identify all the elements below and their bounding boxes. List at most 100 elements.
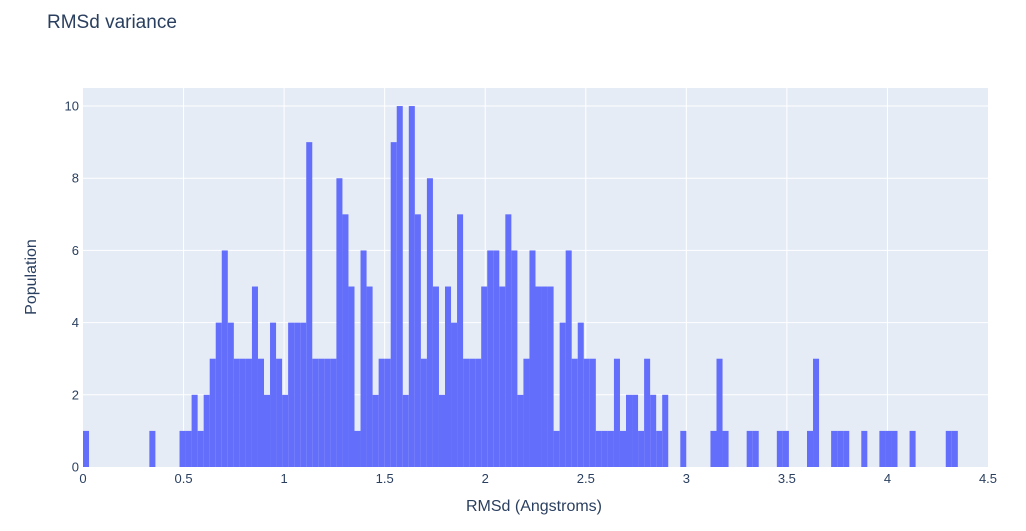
histogram-bar[interactable] [185,430,192,467]
histogram-bar[interactable] [276,358,283,467]
histogram-bar[interactable] [951,430,958,467]
histogram-bar[interactable] [595,430,602,467]
histogram-bar[interactable] [282,394,289,467]
histogram-bar[interactable] [408,106,415,468]
histogram-bar[interactable] [891,430,898,467]
histogram-bar[interactable] [650,394,657,467]
histogram-bar[interactable] [463,358,470,467]
histogram-bar[interactable] [601,430,608,467]
histogram-bar[interactable] [390,142,397,467]
histogram-bar[interactable] [227,322,234,467]
histogram-bar[interactable] [619,430,626,467]
histogram-bar[interactable] [626,394,633,467]
histogram-bar[interactable] [523,358,530,467]
histogram-bar[interactable] [589,358,596,467]
histogram-bar[interactable] [710,430,717,467]
histogram-bar[interactable] [366,286,373,467]
histogram-bar[interactable] [541,286,548,467]
histogram-bar[interactable] [191,394,198,467]
histogram-bar[interactable] [257,358,264,467]
histogram-bar[interactable] [354,430,361,467]
histogram-bar[interactable] [402,394,409,467]
histogram-bar[interactable] [233,358,240,467]
histogram-bar[interactable] [945,430,952,467]
histogram-bar[interactable] [294,322,301,467]
histogram-bar[interactable] [644,358,651,467]
histogram-bar[interactable] [475,358,482,467]
histogram-bar[interactable] [306,142,313,467]
histogram-bar[interactable] [288,322,295,467]
histogram-bar[interactable] [445,286,452,467]
histogram-bar[interactable] [300,322,307,467]
histogram-bar[interactable] [270,322,277,467]
histogram-bar[interactable] [372,394,379,467]
histogram-bar[interactable] [511,250,518,467]
histogram-bar[interactable] [457,214,464,467]
histogram-bar[interactable] [312,358,319,467]
histogram-bar[interactable] [843,430,850,467]
histogram-bar[interactable] [215,322,222,467]
histogram-bar[interactable] [680,430,687,467]
histogram-bar[interactable] [553,430,560,467]
histogram-bar[interactable] [559,322,566,467]
histogram-bar[interactable] [318,358,325,467]
histogram-bar[interactable] [807,430,814,467]
histogram-bar[interactable] [577,322,584,467]
histogram-bar[interactable] [571,358,578,467]
histogram-bar[interactable] [221,250,228,467]
histogram-bar[interactable] [469,358,476,467]
histogram-bar[interactable] [324,358,331,467]
histogram-bar[interactable] [83,430,90,467]
histogram-bar[interactable] [837,430,844,467]
histogram-bar[interactable] [782,430,789,467]
histogram-bar[interactable] [251,286,258,467]
histogram-bar[interactable] [414,214,421,467]
histogram-bar[interactable] [885,430,892,467]
histogram-bar[interactable] [529,250,536,467]
histogram-bar[interactable] [384,358,391,467]
histogram-bar[interactable] [438,394,445,467]
histogram-bar[interactable] [831,430,838,467]
histogram-bar[interactable] [420,358,427,467]
histogram-bar[interactable] [493,250,500,467]
histogram-bar[interactable] [209,358,216,467]
histogram-bar[interactable] [432,286,439,467]
histogram-bar[interactable] [336,178,343,467]
histogram-bar[interactable] [583,358,590,467]
histogram-bar[interactable] [197,430,204,467]
histogram-bar[interactable] [203,394,210,467]
histogram-bar[interactable] [360,250,367,467]
histogram-bar[interactable] [330,358,337,467]
histogram-bar[interactable] [264,394,271,467]
histogram-bar[interactable] [505,214,512,467]
histogram-bar[interactable] [752,430,759,467]
histogram-bar[interactable] [776,430,783,467]
histogram-bar[interactable] [722,430,729,467]
histogram-bar[interactable] [348,286,355,467]
histogram-bar[interactable] [632,394,639,467]
histogram-bar[interactable] [535,286,542,467]
histogram-bar[interactable] [656,430,663,467]
histogram-bar[interactable] [547,286,554,467]
histogram-bar[interactable] [426,178,433,467]
histogram-bar[interactable] [517,394,524,467]
histogram-bar[interactable] [813,358,820,467]
histogram-bar[interactable] [607,430,614,467]
histogram-bar[interactable] [613,358,620,467]
histogram-bar[interactable] [342,214,349,467]
histogram-bar[interactable] [451,322,458,467]
histogram-bar[interactable] [565,250,572,467]
histogram-bar[interactable] [716,358,723,467]
histogram-bar[interactable] [861,430,868,467]
histogram-bar[interactable] [149,430,156,467]
histogram-bar[interactable] [378,358,385,467]
histogram-bar[interactable] [179,430,186,467]
histogram-bar[interactable] [499,286,506,467]
histogram-bar[interactable] [245,358,252,467]
histogram-bar[interactable] [909,430,916,467]
histogram-bar[interactable] [746,430,753,467]
histogram-bar[interactable] [638,430,645,467]
histogram-bar[interactable] [481,286,488,467]
histogram-bar[interactable] [487,250,494,467]
histogram-bar[interactable] [879,430,886,467]
